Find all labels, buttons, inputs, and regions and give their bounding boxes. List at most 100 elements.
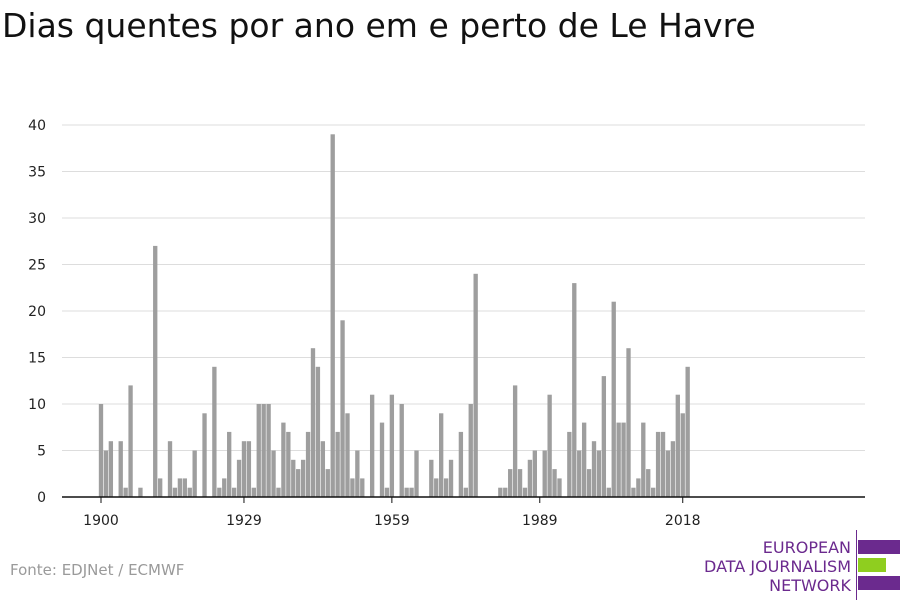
bar	[655, 431, 661, 497]
bar	[379, 422, 385, 497]
bar	[291, 459, 296, 497]
bar	[384, 487, 390, 497]
y-tick-label: 15	[28, 351, 46, 367]
source-credit: Fonte: EDJNet / ECMWF	[10, 561, 185, 579]
x-tick-label: 1959	[374, 513, 410, 529]
x-tick-label: 1929	[226, 513, 262, 529]
bar	[103, 450, 109, 497]
bar	[389, 394, 395, 497]
bar	[631, 487, 636, 497]
bar	[296, 469, 301, 497]
bar	[616, 422, 621, 497]
bar	[202, 413, 207, 497]
edjnet-logo[interactable]: EUROPEAN DATA JOURNALISM NETWORK	[704, 538, 851, 595]
bar	[187, 487, 192, 497]
bar	[508, 469, 513, 497]
bar	[439, 413, 444, 497]
bar	[680, 413, 685, 497]
bar	[355, 450, 360, 497]
y-tick-label: 35	[28, 165, 46, 181]
bar	[581, 422, 587, 497]
bar	[591, 441, 597, 497]
y-tick-label: 30	[28, 211, 46, 227]
bar	[646, 469, 651, 497]
bar	[320, 441, 326, 497]
bar	[399, 404, 404, 497]
bar	[276, 487, 281, 497]
bar	[473, 273, 478, 497]
x-tick-label: 2018	[665, 513, 701, 529]
bar	[429, 459, 434, 497]
bar	[217, 487, 222, 497]
bar	[212, 366, 217, 497]
bar	[414, 450, 419, 497]
bar	[685, 366, 690, 497]
logo-bar-purple-bottom	[858, 576, 900, 590]
chart-title: Dias quentes por ano em e perto de Le Ha…	[2, 6, 756, 45]
bar	[138, 487, 143, 497]
logo-line-2: DATA JOURNALISM	[704, 557, 851, 576]
bar	[503, 487, 508, 497]
logo-bar-green	[858, 558, 886, 572]
y-tick-label: 5	[37, 444, 46, 460]
bar	[222, 478, 227, 497]
bar	[227, 431, 232, 497]
bar	[310, 348, 316, 497]
bar	[172, 487, 178, 497]
bar	[498, 487, 503, 497]
y-tick-label: 10	[28, 397, 46, 413]
bar	[192, 450, 197, 497]
bar	[601, 376, 607, 497]
bar	[330, 134, 335, 498]
bar	[468, 404, 473, 497]
y-tick-label: 20	[28, 304, 46, 320]
logo-line-3: NETWORK	[769, 576, 851, 595]
bar	[350, 478, 355, 497]
bar	[675, 394, 680, 497]
bar	[261, 404, 266, 497]
bar	[512, 385, 518, 497]
logo-line-1: EUROPEAN	[762, 538, 851, 557]
bar	[577, 450, 582, 497]
bar	[586, 469, 592, 497]
bar	[527, 459, 533, 497]
bar	[670, 441, 676, 497]
x-tick-label: 1989	[522, 513, 558, 529]
bar	[448, 459, 454, 497]
bar	[128, 385, 133, 497]
bar	[251, 487, 256, 497]
bar	[552, 469, 557, 497]
y-tick-label: 40	[28, 118, 46, 134]
y-tick-label: 25	[28, 258, 46, 274]
bar	[340, 320, 345, 497]
bar	[626, 348, 631, 497]
bar	[158, 478, 163, 497]
bar	[108, 441, 114, 497]
bar	[409, 487, 414, 497]
bar	[567, 431, 572, 497]
bar	[177, 478, 183, 497]
bar	[660, 431, 666, 497]
bar	[641, 422, 646, 497]
bar	[547, 394, 552, 497]
bar	[665, 450, 671, 497]
bar	[532, 450, 537, 497]
bar	[434, 478, 439, 497]
bar	[360, 478, 365, 497]
bar	[241, 441, 247, 497]
bar	[596, 450, 602, 497]
logo-bar-purple-top	[858, 540, 900, 554]
bar	[369, 394, 375, 497]
bar	[335, 431, 340, 497]
bar	[463, 487, 468, 497]
bar	[256, 404, 261, 497]
bar	[611, 301, 616, 497]
bar	[542, 450, 547, 497]
bar	[271, 450, 276, 497]
bar	[305, 431, 311, 497]
bar	[325, 469, 330, 497]
bar	[517, 469, 523, 497]
bar	[281, 422, 286, 497]
bar	[246, 441, 252, 497]
